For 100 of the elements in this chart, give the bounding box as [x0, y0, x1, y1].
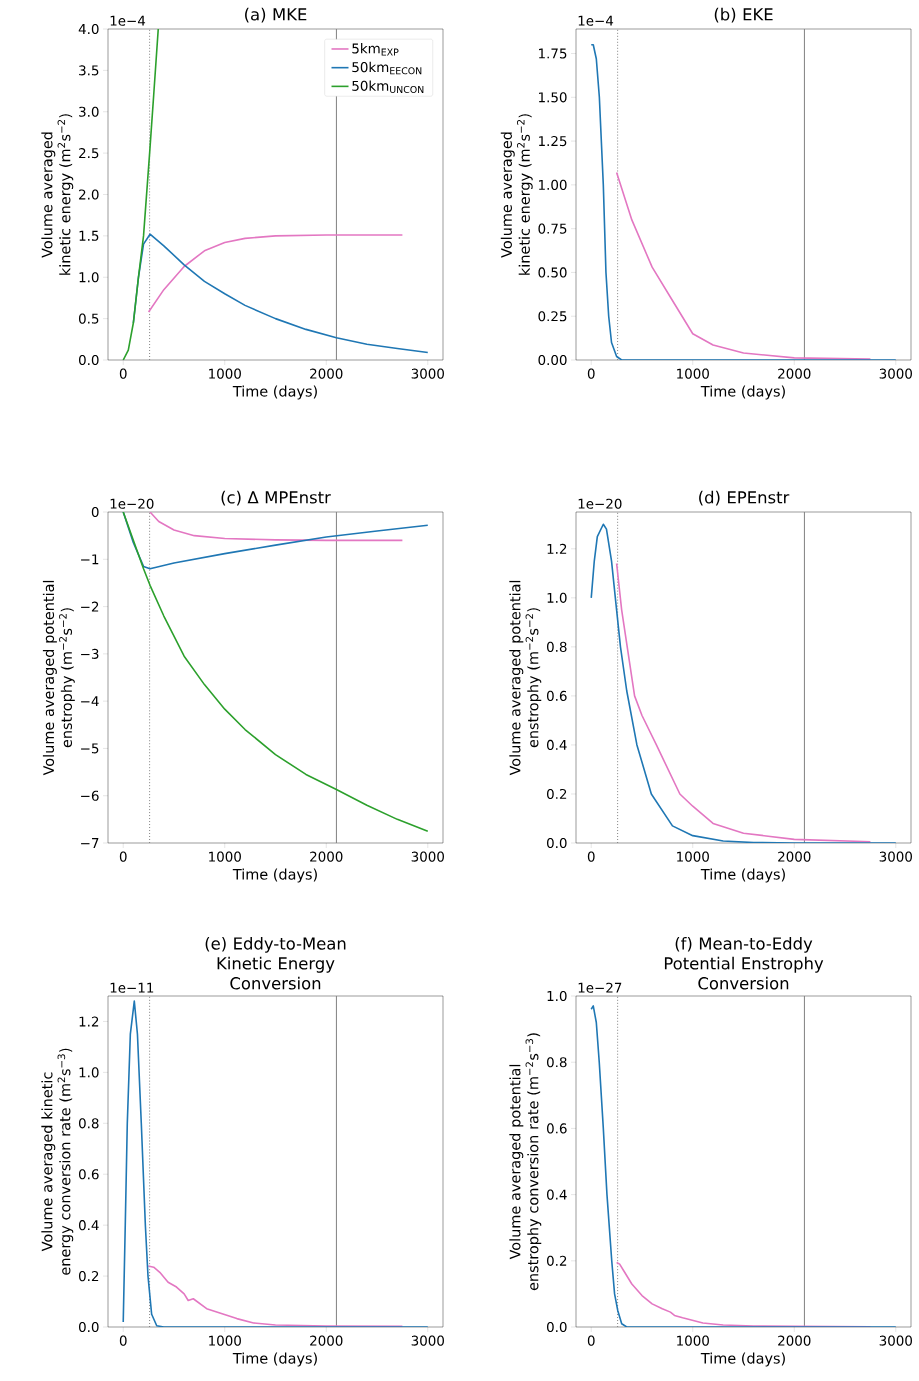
- x-axis-title: Time (days): [700, 385, 785, 400]
- y-tick-label: 0.8: [546, 1057, 567, 1068]
- y-tick-label: 0.50: [538, 267, 567, 278]
- x-axis-title: Time (days): [232, 868, 317, 883]
- y-tick-label: 1.0: [79, 272, 99, 283]
- y-tick-label: 0: [91, 506, 99, 518]
- y-tick-label: −6: [81, 790, 99, 801]
- y-tick-label: 1.2: [79, 1016, 99, 1027]
- x-tick-label: 1000: [209, 368, 241, 379]
- x-axis-title: Time (days): [232, 385, 317, 400]
- x-axis-title: Time (days): [700, 1352, 785, 1367]
- y-tick-label: 0.0: [78, 1321, 99, 1333]
- line-series: [590, 1005, 897, 1328]
- x-tick-label: 1000: [677, 851, 709, 862]
- line-series: [615, 171, 872, 360]
- x-tick-label: 1000: [677, 368, 709, 379]
- y-tick-label: 0.4: [546, 1189, 567, 1200]
- y-tick-label: 1.5: [79, 230, 99, 241]
- chart-title: (b) EKE: [714, 7, 773, 23]
- y-tick-label: −1: [81, 554, 99, 565]
- x-tick-label: 3000: [411, 851, 444, 862]
- y-tick-label: 0.2: [78, 1271, 99, 1282]
- y-tick-label: 1.00: [539, 179, 567, 190]
- line-series: [149, 512, 404, 542]
- x-tick-label: 1000: [209, 1335, 241, 1346]
- x-tick-label: 1000: [677, 1335, 709, 1346]
- text: 1e−20: [578, 498, 622, 509]
- y-tick-label: −4: [81, 696, 99, 707]
- text: 1e−4: [578, 15, 614, 26]
- x-tick-label: 2000: [310, 1335, 343, 1346]
- y-tick-label: 3.5: [79, 65, 99, 76]
- line-series: [147, 234, 404, 313]
- y-tick-label: 0.6: [546, 690, 567, 701]
- x-tick-label: 0: [587, 1335, 595, 1346]
- x-tick-label: 3000: [411, 368, 444, 379]
- y-tick-label: 1.0: [547, 990, 567, 1002]
- y-tick-label: 1.50: [539, 92, 567, 103]
- y-tick-label: 0.0: [546, 1321, 567, 1333]
- chart-title: (e) Eddy-to-Mean Kinetic Energy Conversion: [205, 936, 346, 990]
- y-tick-label: 0.8: [546, 641, 567, 652]
- x-tick-label: 0: [119, 368, 127, 379]
- legend-label: 5km$_{EXP}$: [352, 43, 399, 56]
- y-tick-label: 0.2: [546, 788, 567, 800]
- y-axis-title: Volume averaged potential enstrophy conversion rate (m$^{−2}$s$^{−3}$): [509, 1033, 542, 1291]
- x-tick-label: 3000: [879, 368, 912, 379]
- x-tick-label: 2000: [778, 851, 811, 862]
- x-tick-label: 2000: [310, 851, 343, 862]
- y-axis-title: Volume averaged kinetic energy conversion rate (m$^{2}$s$^{−3}$): [41, 1048, 74, 1275]
- y-tick-label: 4.0: [78, 23, 99, 35]
- line-series: [615, 562, 872, 843]
- x-tick-label: 3000: [879, 851, 912, 862]
- x-tick-label: 0: [587, 851, 595, 862]
- chart-title: (c) Δ MPEnstr: [221, 490, 331, 506]
- legend-label: 50km$_{UNCON}$: [352, 80, 424, 94]
- text: 1e−20: [110, 498, 154, 509]
- y-tick-label: 0.6: [78, 1169, 99, 1180]
- x-axis-title: Time (days): [700, 868, 785, 883]
- text: 1e−11: [110, 982, 154, 993]
- text: 1e−27: [578, 982, 622, 993]
- y-tick-label: 0.75: [538, 223, 567, 234]
- y-tick-label: −7: [81, 838, 99, 848]
- x-tick-label: 2000: [778, 368, 811, 379]
- y-tick-label: 2.5: [79, 148, 99, 159]
- y-tick-label: 1.2: [547, 543, 567, 554]
- y-tick-label: 0.0: [546, 837, 567, 849]
- x-tick-label: 3000: [411, 1335, 444, 1346]
- x-tick-label: 3000: [879, 1335, 912, 1346]
- x-axis-title: Time (days): [232, 1352, 317, 1367]
- text: 1e−4: [110, 15, 146, 26]
- y-tick-label: 0.4: [78, 1220, 99, 1231]
- y-tick-label: 0.2: [546, 1255, 567, 1266]
- x-tick-label: 0: [119, 1335, 127, 1346]
- y-tick-label: 1.0: [79, 1067, 99, 1078]
- y-tick-label: 0.25: [538, 311, 567, 322]
- x-tick-label: 0: [119, 851, 127, 862]
- y-tick-label: 0.8: [78, 1118, 99, 1129]
- x-tick-label: 0: [587, 368, 595, 379]
- y-tick-label: 2.0: [79, 189, 99, 200]
- y-tick-label: 1.0: [547, 592, 567, 603]
- legend-label: 50km$_{EECON}$: [352, 61, 422, 75]
- line-series: [122, 1000, 429, 1328]
- y-tick-label: 0.4: [546, 739, 567, 751]
- chart-title: (a) MKE: [245, 7, 307, 23]
- y-tick-label: 1.75: [539, 48, 567, 59]
- x-tick-label: 2000: [778, 1335, 811, 1346]
- chart-title: (d) EPEnstr: [699, 490, 790, 506]
- y-tick-label: −2: [81, 601, 99, 612]
- y-tick-label: 0.0: [78, 354, 99, 366]
- y-tick-label: −3: [81, 648, 99, 659]
- y-tick-label: 0.5: [78, 313, 99, 324]
- line-series: [122, 29, 160, 360]
- chart-title: (f) Mean-to-Eddy Potential Enstrophy Conversion: [664, 936, 824, 990]
- x-tick-label: 1000: [209, 851, 241, 862]
- line-series: [590, 523, 897, 844]
- x-tick-label: 2000: [310, 368, 343, 379]
- y-tick-label: 0.6: [546, 1123, 567, 1134]
- y-tick-label: −5: [81, 743, 99, 754]
- line-series: [147, 1265, 404, 1328]
- y-tick-label: 0.00: [538, 354, 567, 366]
- y-tick-label: 3.0: [79, 106, 99, 117]
